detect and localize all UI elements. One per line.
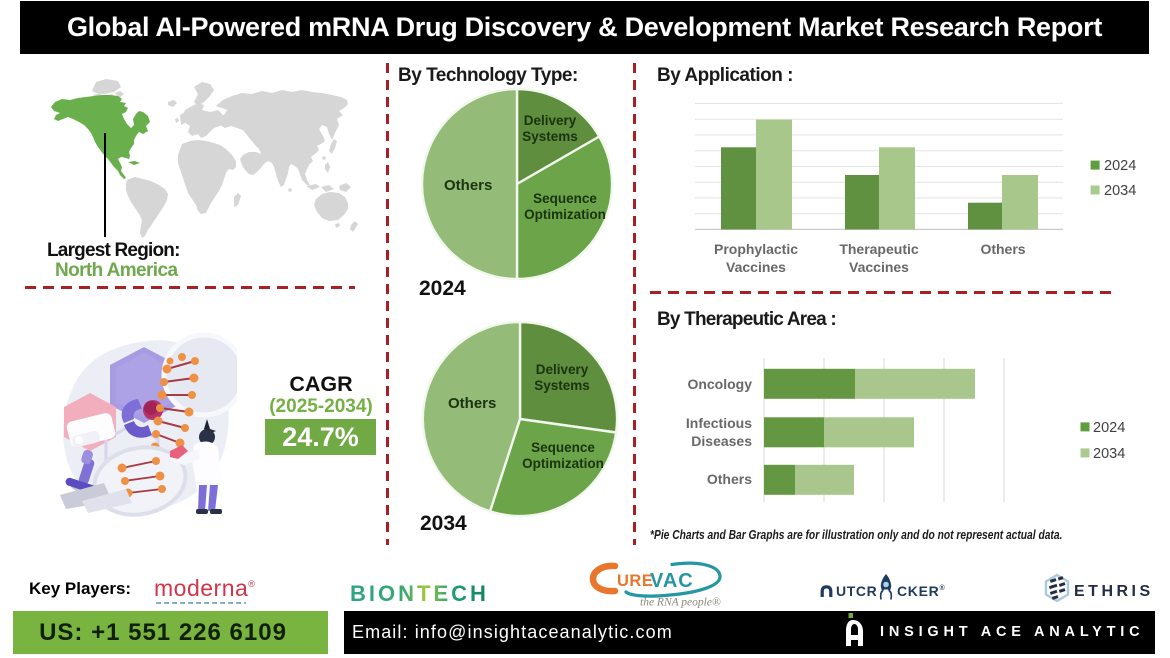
svg-text:the RNA people®: the RNA people® [640, 597, 721, 609]
svg-text:VAC: VAC [650, 570, 694, 592]
svg-text:URE: URE [617, 572, 653, 590]
